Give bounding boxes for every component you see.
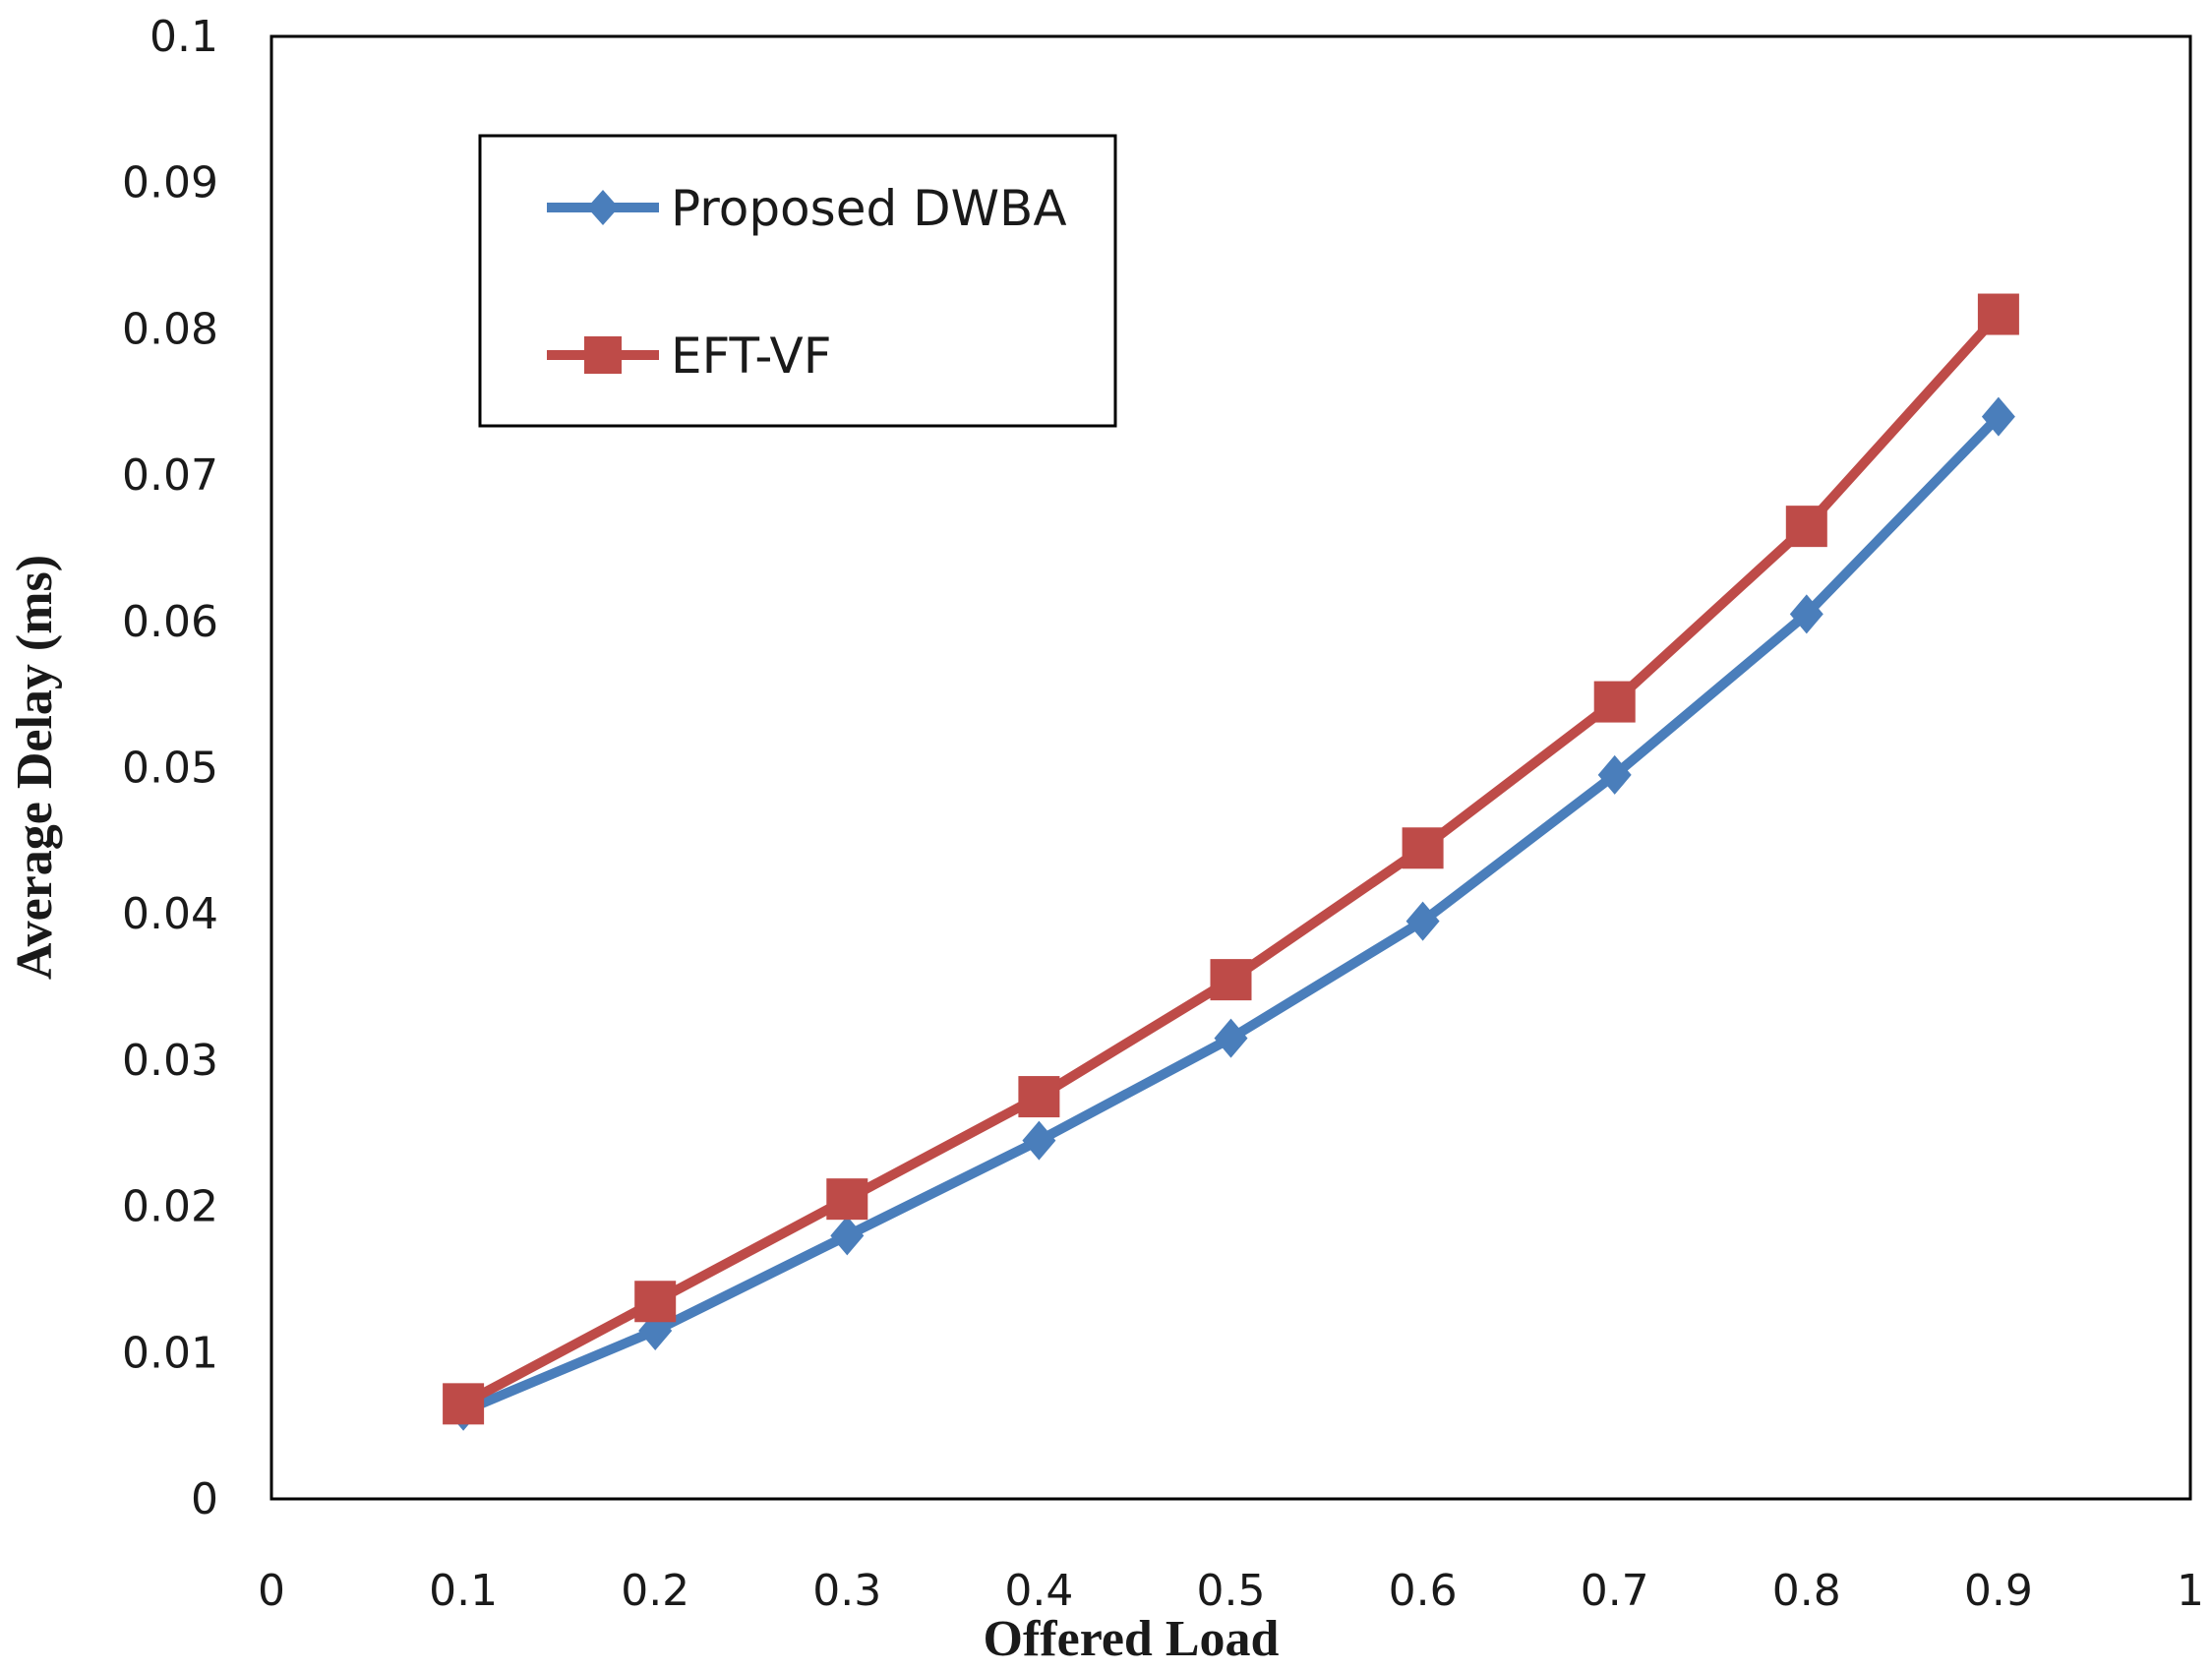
plot-area — [269, 34, 2192, 1501]
legend-box — [478, 134, 1117, 428]
x-tick-label: 0.4 — [1004, 1566, 1073, 1616]
legend: Proposed DWBA EFT-VF — [478, 134, 1117, 428]
x-tick-label: 0.8 — [1772, 1566, 1841, 1616]
x-tick-label: 0.3 — [812, 1566, 881, 1616]
y-axis-title: Average Delay (ms) — [7, 555, 63, 980]
legend-marker-eft-vf — [584, 336, 622, 374]
data-point-eft-vf — [1593, 681, 1636, 723]
y-tick-label: 0.07 — [122, 450, 218, 501]
x-tick-label: 0.2 — [621, 1566, 689, 1616]
y-tick-label: 0.08 — [122, 304, 218, 354]
data-point-proposed-dwba — [1597, 754, 1632, 795]
y-tick-label: 0.09 — [122, 158, 218, 209]
data-point-eft-vf — [634, 1281, 677, 1323]
data-point-proposed-dwba — [830, 1216, 865, 1256]
legend-label-eft-vf: EFT-VF — [671, 328, 832, 385]
x-tick-label: 0.1 — [429, 1566, 498, 1616]
legend-label-proposed-dwba: Proposed DWBA — [671, 180, 1067, 237]
data-point-eft-vf — [1018, 1076, 1060, 1118]
y-tick-label: 0.1 — [149, 12, 218, 62]
legend-marker-proposed-dwba — [587, 190, 619, 225]
x-tick-label: 0 — [258, 1566, 285, 1616]
data-point-proposed-dwba — [1981, 396, 2015, 437]
x-tick-label: 0.9 — [1964, 1566, 2033, 1616]
data-point-eft-vf — [443, 1383, 485, 1425]
x-tick-label: 0.7 — [1581, 1566, 1649, 1616]
x-axis-title: Offered Load — [984, 1611, 1280, 1667]
series-eft-vf — [443, 293, 2019, 1425]
data-point-proposed-dwba — [1405, 901, 1440, 941]
y-tick-label: 0 — [191, 1474, 218, 1524]
x-tick-label: 1 — [2177, 1566, 2204, 1616]
x-tick-label: 0.5 — [1197, 1566, 1266, 1616]
data-point-proposed-dwba — [1214, 1018, 1248, 1058]
y-tick-label: 0.04 — [122, 889, 218, 939]
y-axis: 0 0.01 0.02 0.03 0.04 0.05 0.06 0.07 0.08 0.09 0.1 — [122, 12, 218, 1524]
data-point-proposed-dwba — [1022, 1120, 1056, 1161]
data-point-eft-vf — [1402, 827, 1444, 869]
y-tick-label: 0.02 — [122, 1182, 218, 1232]
x-axis: 0 0.1 0.2 0.3 0.4 0.5 0.6 0.7 0.8 0.9 1 — [258, 1566, 2204, 1616]
data-point-eft-vf — [1977, 293, 2019, 335]
y-tick-label: 0.05 — [122, 744, 218, 794]
x-tick-label: 0.6 — [1389, 1566, 1458, 1616]
series-layer — [443, 293, 2019, 1431]
data-point-eft-vf — [1785, 506, 1827, 548]
data-point-eft-vf — [826, 1178, 868, 1221]
y-tick-label: 0.03 — [122, 1036, 218, 1086]
data-point-proposed-dwba — [1789, 594, 1823, 634]
y-tick-label: 0.01 — [122, 1328, 218, 1378]
y-tick-label: 0.06 — [122, 597, 218, 647]
data-point-eft-vf — [1210, 959, 1252, 1001]
